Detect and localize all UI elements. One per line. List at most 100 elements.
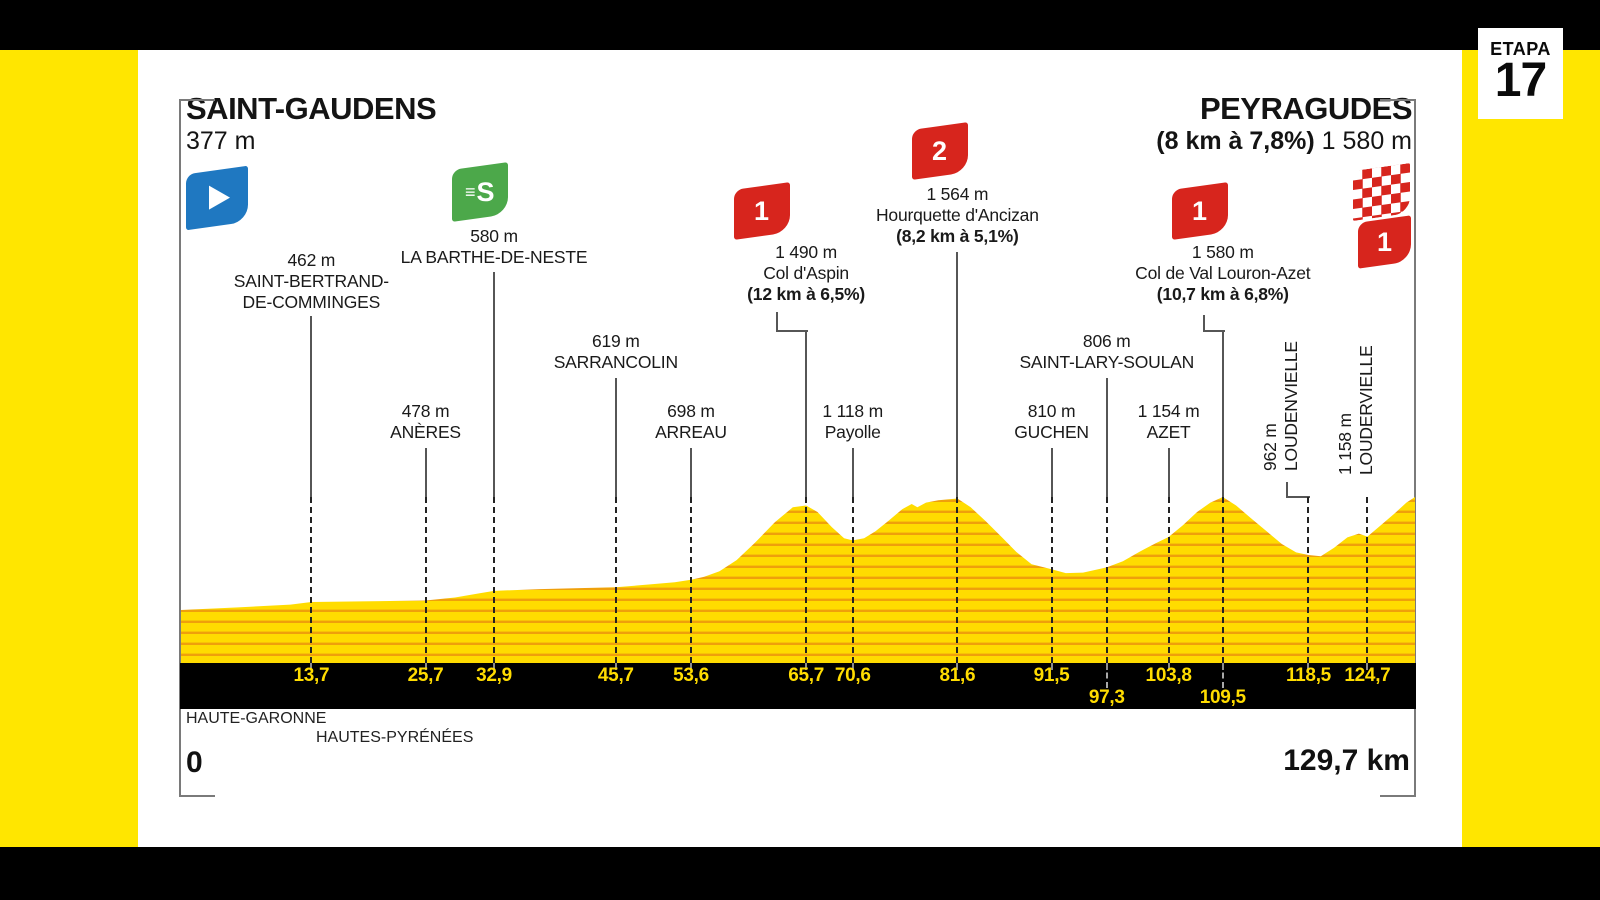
stage-badge-label: ETAPA (1490, 39, 1551, 59)
km-marker-124-7: 124,7 (1344, 665, 1391, 686)
bottom-black-bar (0, 847, 1600, 900)
department-2-label: HAUTES-PYRÉNÉES (316, 729, 474, 746)
km-tick-hourquette-d-ancizan (956, 663, 959, 670)
la-barthe-de-neste-sprint-flag-icon: ≡S (452, 162, 509, 222)
stage-number: 17 (1494, 54, 1547, 107)
km-marker-13-7: 13,7 (293, 665, 330, 686)
leader-dash-arreau (689, 497, 692, 663)
waypoint-label-hourquette-d-ancizan: 1 564 m Hourquette d'Ancizan (8,2 km à 5,1… (875, 184, 1039, 246)
leader-line-payolle (851, 448, 854, 497)
km-marker-109-5: 109,5 (1199, 687, 1246, 708)
leader-line-an-res (424, 448, 427, 497)
km-marker-25-7: 25,7 (407, 665, 444, 686)
arrivee-finish-checkered-flag-icon (1352, 161, 1411, 223)
arrivee-category-1-flag-icon: 1 (1358, 215, 1411, 269)
km-marker-103-8: 103,8 (1145, 665, 1192, 686)
km-marker-32-9: 32,9 (476, 665, 512, 686)
km-tick-arreau (689, 663, 692, 670)
waypoint-label-saint-lary-soulan: 806 m SAINT-LARY-SOULAN (1019, 331, 1195, 372)
leader-dash-bar-saint-lary-soulan (1105, 663, 1108, 688)
km-tick-saint-bertrand-de-comminges (310, 663, 313, 670)
leader-dash-col-d-aspin (805, 497, 808, 663)
leader-line-guchen (1050, 448, 1053, 497)
department-1-label: HAUTE-GARONNE (186, 710, 327, 727)
finish-elevation: 1 580 m (1321, 127, 1412, 155)
km-tick-guchen (1050, 663, 1053, 670)
plot-right-wall (1414, 99, 1416, 797)
col-de-val-louron-azet-category-1-flag-icon: 1 (1171, 182, 1228, 240)
km-tick-col-de-val-louron-azet (1221, 663, 1224, 670)
km-tick-payolle (851, 663, 854, 670)
leader-dash-saint-bertrand-de-comminges (310, 497, 313, 663)
total-distance-label: 129,7 km (1283, 744, 1410, 777)
waypoint-label-col-d-aspin: 1 490 m Col d'Aspin (12 km à 6,5%) (747, 242, 865, 304)
finish-climb-stats: (8 km à 7,8%) (1156, 127, 1315, 155)
waypoint-label-arreau: 698 m ARREAU (655, 401, 727, 442)
waypoint-label-loudenvielle: 962 m LOUDENVIELLE (1260, 341, 1301, 471)
waypoint-label-saint-bertrand-de-comminges: 462 m SAINT-BERTRAND- DE-COMMINGES (233, 250, 389, 312)
waypoint-label-azet: 1 154 m AZET (1137, 401, 1200, 442)
col-d-aspin-category-1-flag-icon: 1 (734, 182, 791, 240)
leader-dash-azet (1167, 497, 1170, 663)
waypoint-label-la-barthe-de-neste: 580 m LA BARTHE-DE-NESTE (400, 226, 588, 267)
distance-bar (180, 663, 1416, 709)
km-tick-an-res (424, 663, 427, 670)
waypoint-label-payolle: 1 118 m Payolle (822, 401, 883, 442)
finish-name: PEYRAGUDES (1199, 91, 1413, 126)
leader-dash-an-res (424, 497, 427, 663)
left-yellow-band (0, 50, 138, 847)
leader-line-saint-lary-soulan (1105, 378, 1108, 497)
leader-dash-loudenvielle (1307, 497, 1310, 663)
waypoint-label-an-res: 478 m ANÈRES (390, 401, 461, 442)
leader-line-sarrancolin (614, 378, 617, 497)
plot-corner-top-left (179, 99, 215, 101)
leader-dash-la-barthe-de-neste (493, 497, 496, 663)
leader-dash-loudervielle (1366, 497, 1369, 663)
leader-elbow-col-de-val-louron-azet (1202, 315, 1225, 332)
start-triangle-icon (209, 185, 230, 210)
start-elevation: 377 m (186, 127, 256, 155)
leader-dash-guchen (1050, 497, 1053, 663)
start-header: SAINT-GAUDENS 377 m (186, 91, 437, 156)
km-tick-loudervielle (1366, 663, 1369, 670)
plot-left-wall (179, 99, 181, 797)
plot-corner-bottom-left (179, 795, 215, 797)
stage-number-badge: ETAPA 17 (1478, 28, 1563, 119)
finish-elevation-line: (8 km à 7,8%) 1 580 m (1156, 127, 1412, 155)
leader-elbow-col-d-aspin (776, 312, 809, 332)
depart-start-flag-icon (186, 165, 248, 231)
km-marker-97-3: 97,3 (1088, 687, 1125, 708)
km-marker-81-6: 81,6 (939, 665, 976, 686)
km-marker-118-5: 118,5 (1285, 665, 1331, 686)
km-tick-azet (1167, 663, 1170, 670)
km-tick-col-d-aspin (805, 663, 808, 670)
km-tick-loudenvielle (1307, 663, 1310, 670)
top-black-bar (0, 0, 1600, 50)
leader-dash-bar-col-de-val-louron-azet (1221, 663, 1224, 688)
finish-header: PEYRAGUDES (8 km à 7,8%) 1 580 m (1156, 91, 1413, 156)
leader-line-azet (1167, 448, 1170, 497)
leader-dash-payolle (851, 497, 854, 663)
waypoint-label-sarrancolin: 619 m SARRANCOLIN (553, 331, 678, 372)
km-marker-45-7: 45,7 (597, 665, 634, 686)
leader-line-hourquette-d-ancizan (956, 252, 959, 497)
leader-dash-col-de-val-louron-azet (1221, 497, 1224, 663)
km-marker-91-5: 91,5 (1033, 665, 1070, 686)
right-yellow-band (1462, 50, 1600, 847)
leader-line-col-de-val-louron-azet (1221, 330, 1224, 497)
leader-dash-hourquette-d-ancizan (956, 497, 959, 663)
hourquette-d-ancizan-category-2-flag-icon: 2 (912, 122, 969, 180)
start-name: SAINT-GAUDENS (186, 91, 437, 126)
km-tick-saint-lary-soulan (1105, 663, 1108, 670)
km-tick-la-barthe-de-neste (493, 663, 496, 670)
leader-dash-saint-lary-soulan (1105, 497, 1108, 663)
leader-elbow-loudenvielle (1286, 482, 1311, 498)
plot-corner-top-right (1380, 99, 1416, 101)
waypoint-label-guchen: 810 m GUCHEN (1014, 401, 1089, 442)
leader-line-col-d-aspin (805, 330, 808, 497)
km-marker-65-7: 65,7 (788, 665, 824, 686)
waypoint-label-loudervielle: 1 158 m LOUDERVIELLE (1335, 345, 1376, 475)
plot-corner-bottom-right (1380, 795, 1416, 797)
km-marker-70-6: 70,6 (834, 665, 871, 686)
